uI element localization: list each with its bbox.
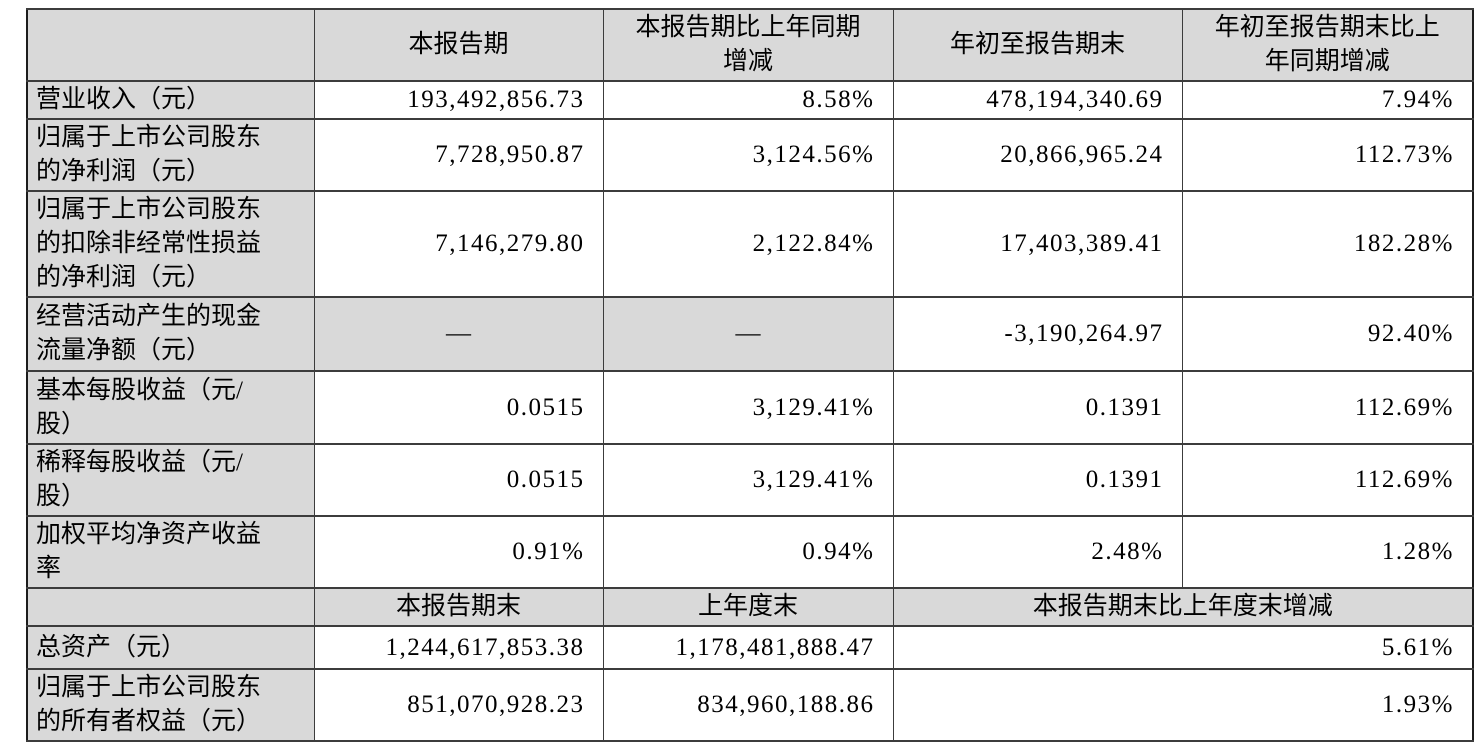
value-net-profit-ytd: 20,866,965.24 [892,118,1183,192]
row-operating-cash-flow: 经营活动产生的现金 流量净额（元） — — -3,190,264.97 92.4… [26,296,1474,372]
value-diluted-eps-ytd-yoy: 112.69% [1181,443,1474,517]
label-weighted-average-roe: 加权平均净资产收益 率 [26,515,315,589]
value-net-profit-yoy: 3,124.56% [602,118,894,192]
value-roe-yoy: 0.94% [602,515,894,589]
value-basic-eps-ytd: 0.1391 [892,370,1183,445]
value-basic-eps-current: 0.0515 [313,370,604,445]
value-shareholders-equity-last-year-end: 834,960,188.86 [602,668,894,742]
header-ytd-yoy-change: 年初至报告期末比上 年同期增减 [1181,8,1474,82]
value-operating-cash-flow-ytd: -3,190,264.97 [892,296,1183,372]
value-total-assets-change: 5.61% [892,625,1474,670]
header-period-end-vs-year-end-change: 本报告期末比上年度末增减 [892,587,1474,627]
value-net-profit-deducted-current: 7,146,279.80 [313,190,604,298]
value-net-profit-deducted-ytd-yoy: 182.28% [1181,190,1474,298]
value-operating-cash-flow-ytd-yoy: 92.40% [1181,296,1474,372]
label-total-assets: 总资产（元） [26,625,315,670]
value-roe-ytd-yoy: 1.28% [1181,515,1474,589]
header-current-period: 本报告期 [313,8,604,82]
value-net-profit-current: 7,728,950.87 [313,118,604,192]
label-operating-revenue: 营业收入（元） [26,80,315,120]
value-roe-current: 0.91% [313,515,604,589]
value-operating-revenue-ytd: 478,194,340.69 [892,80,1183,120]
label-diluted-eps: 稀释每股收益（元/ 股） [26,443,315,517]
financial-summary-table: 本报告期 本报告期比上年同期 增减 年初至报告期末 年初至报告期末比上 年同期增… [26,8,1474,742]
value-total-assets-last-year-end: 1,178,481,888.47 [602,625,894,670]
value-shareholders-equity-period-end: 851,070,928.23 [313,668,604,742]
value-net-profit-deducted-yoy: 2,122.84% [602,190,894,298]
label-net-profit-deducted: 归属于上市公司股东 的扣除非经常性损益 的净利润（元） [26,190,315,298]
value-operating-revenue-current: 193,492,856.73 [313,80,604,120]
row-diluted-eps: 稀释每股收益（元/ 股） 0.0515 3,129.41% 0.1391 112… [26,443,1474,517]
value-operating-cash-flow-yoy-na: — [602,296,894,372]
header-end-of-last-year: 上年度末 [602,587,894,627]
header-row-period: 本报告期 本报告期比上年同期 增减 年初至报告期末 年初至报告期末比上 年同期增… [26,8,1474,82]
value-operating-cash-flow-current-na: — [313,296,604,372]
row-total-assets: 总资产（元） 1,244,617,853.38 1,178,481,888.47… [26,625,1474,670]
value-diluted-eps-current: 0.0515 [313,443,604,517]
header-empty-cell [26,8,315,82]
row-shareholders-equity: 归属于上市公司股东 的所有者权益（元） 851,070,928.23 834,9… [26,668,1474,742]
header-row-balance: 本报告期末 上年度末 本报告期末比上年度末增减 [26,587,1474,627]
value-net-profit-deducted-ytd: 17,403,389.41 [892,190,1183,298]
header-year-to-date: 年初至报告期末 [892,8,1183,82]
value-diluted-eps-yoy: 3,129.41% [602,443,894,517]
row-weighted-average-roe: 加权平均净资产收益 率 0.91% 0.94% 2.48% 1.28% [26,515,1474,589]
value-operating-revenue-yoy: 8.58% [602,80,894,120]
label-basic-eps: 基本每股收益（元/ 股） [26,370,315,445]
value-roe-ytd: 2.48% [892,515,1183,589]
value-diluted-eps-ytd: 0.1391 [892,443,1183,517]
label-net-profit: 归属于上市公司股东 的净利润（元） [26,118,315,192]
value-basic-eps-yoy: 3,129.41% [602,370,894,445]
row-net-profit-deducted: 归属于上市公司股东 的扣除非经常性损益 的净利润（元） 7,146,279.80… [26,190,1474,298]
value-net-profit-ytd-yoy: 112.73% [1181,118,1474,192]
row-basic-eps: 基本每股收益（元/ 股） 0.0515 3,129.41% 0.1391 112… [26,370,1474,445]
value-shareholders-equity-change: 1.93% [892,668,1474,742]
row-net-profit: 归属于上市公司股东 的净利润（元） 7,728,950.87 3,124.56%… [26,118,1474,192]
value-basic-eps-ytd-yoy: 112.69% [1181,370,1474,445]
value-operating-revenue-ytd-yoy: 7.94% [1181,80,1474,120]
header-period-yoy-change: 本报告期比上年同期 增减 [602,8,894,82]
header-empty-cell-2 [26,587,315,627]
label-operating-cash-flow: 经营活动产生的现金 流量净额（元） [26,296,315,372]
header-end-of-period: 本报告期末 [313,587,604,627]
row-operating-revenue: 营业收入（元） 193,492,856.73 8.58% 478,194,340… [26,80,1474,120]
value-total-assets-period-end: 1,244,617,853.38 [313,625,604,670]
label-shareholders-equity: 归属于上市公司股东 的所有者权益（元） [26,668,315,742]
